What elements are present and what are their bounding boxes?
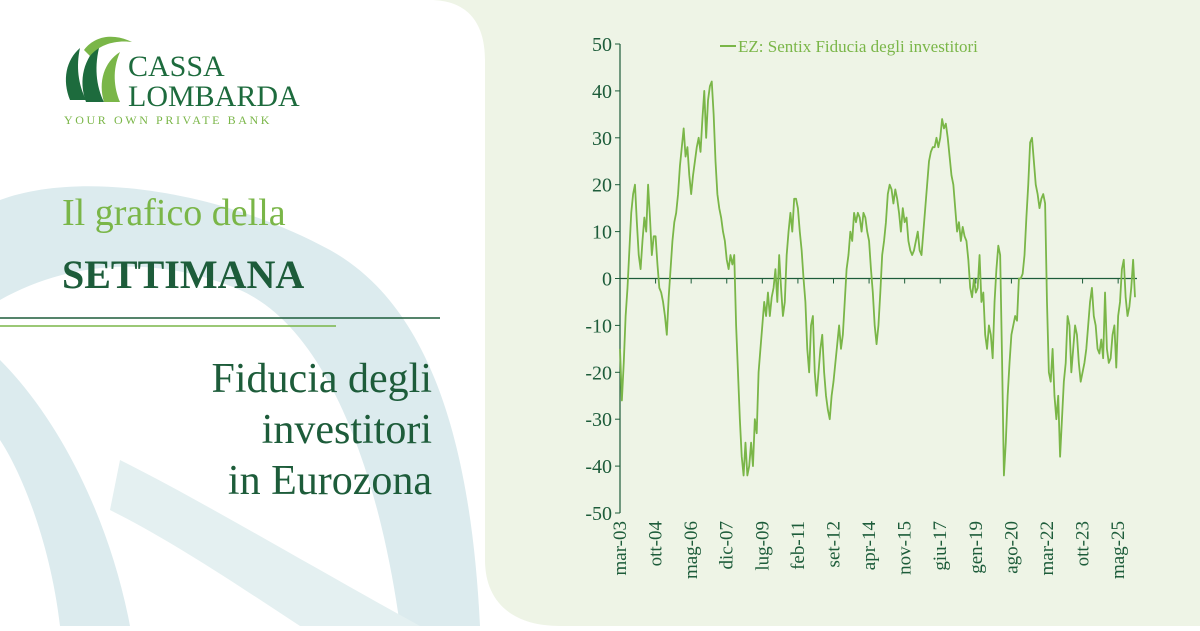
y-tick-label: -10 — [585, 315, 612, 337]
y-tick-label: -50 — [585, 503, 612, 525]
x-tick-label: dic-07 — [717, 521, 738, 570]
brand-tagline: YOUR OWN PRIVATE BANK — [64, 113, 272, 127]
brand-name: LOMBARDA — [128, 80, 300, 113]
logo-leaf — [84, 36, 132, 56]
legend-label: EZ: Sentix Fiducia degli investitori — [738, 37, 978, 56]
x-tick-label: mag-25 — [1108, 521, 1129, 579]
x-tick-label: apr-14 — [859, 521, 880, 571]
y-tick-label: 50 — [592, 34, 612, 56]
y-tick-label: 40 — [592, 81, 612, 103]
headline: Fiducia degli — [212, 356, 432, 402]
chart-panel — [430, 0, 1200, 626]
kicker-strong: SETTIMANA — [62, 252, 304, 297]
y-tick-label: -40 — [585, 456, 612, 478]
brand-name: CASSA — [128, 50, 225, 83]
headline: in Eurozona — [228, 458, 432, 504]
y-tick-label: 30 — [592, 128, 612, 150]
x-tick-label: ott-04 — [646, 521, 667, 567]
x-tick-label: mar-03 — [610, 521, 631, 576]
y-tick-label: 10 — [592, 222, 612, 244]
x-tick-label: mar-22 — [1037, 521, 1058, 576]
y-tick-label: 20 — [592, 175, 612, 197]
data-line — [619, 80, 1136, 477]
logo-leaf — [101, 52, 120, 102]
x-tick-label: feb-11 — [788, 521, 809, 570]
x-tick-label: lug-09 — [752, 521, 773, 571]
x-tick-label: giu-17 — [930, 521, 951, 571]
logo: CASSA LOMBARDA YOUR OWN PRIVATE BANK — [64, 36, 300, 127]
x-tick-label: nov-15 — [895, 521, 916, 575]
brush-shape — [110, 460, 420, 626]
logo-leaf — [82, 44, 104, 102]
headline: investitori — [262, 407, 432, 453]
x-tick-label: set-12 — [823, 521, 844, 567]
brush-shape — [0, 186, 480, 626]
y-tick-label: -30 — [585, 409, 612, 431]
x-tick-label: ago-20 — [1001, 521, 1022, 574]
kicker: Il grafico della — [62, 192, 286, 234]
y-tick-label: 0 — [602, 269, 612, 291]
x-tick-label: ott-23 — [1073, 521, 1094, 566]
y-tick-label: -20 — [585, 362, 612, 384]
x-tick-label: gen-19 — [966, 521, 987, 574]
logo-leaf — [65, 48, 86, 100]
x-tick-label: mag-06 — [681, 521, 702, 579]
brush-shape — [0, 360, 130, 626]
